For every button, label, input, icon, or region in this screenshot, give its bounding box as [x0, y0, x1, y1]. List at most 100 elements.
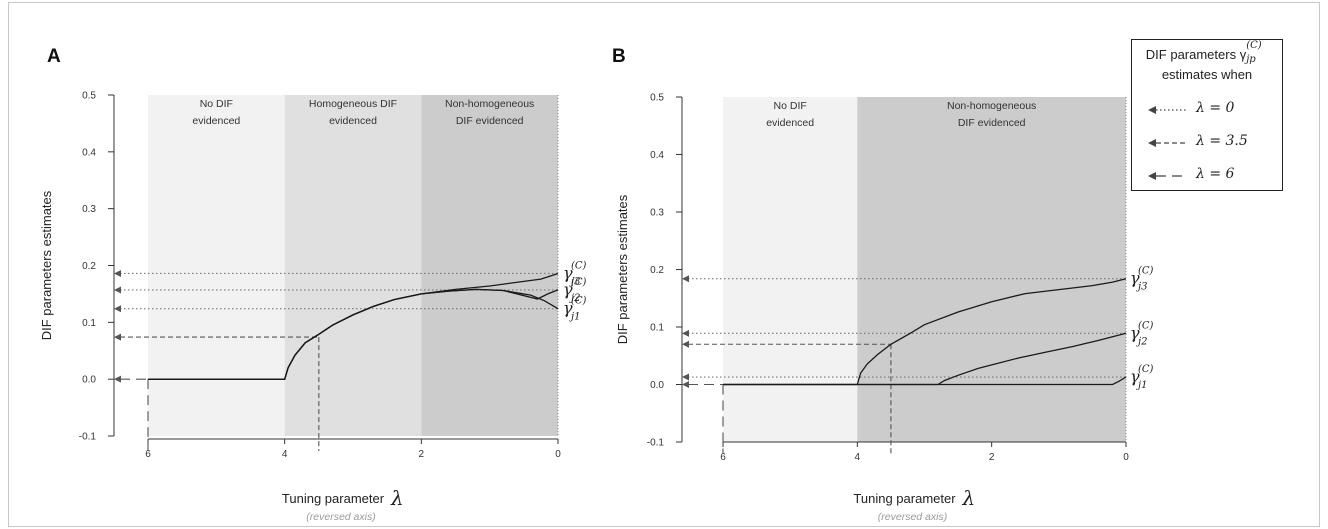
- y-tick-label: -0.1: [647, 438, 665, 449]
- series-label-sub: j2: [1136, 336, 1147, 347]
- guide-arrowhead: [682, 381, 689, 388]
- guide-arrowhead: [114, 333, 121, 341]
- region-label: No DIF: [774, 100, 807, 112]
- y-tick-label: 0.4: [650, 150, 664, 161]
- series-line-j2: [723, 332, 1127, 386]
- x-tick-label: 2: [989, 452, 995, 463]
- guide-arrowhead: [114, 286, 121, 294]
- series-label-symbol: γ: [563, 263, 573, 282]
- series-label-sub: j3: [1136, 282, 1147, 293]
- legend-line-dashed: [1148, 139, 1188, 147]
- legend-arrowhead: [1148, 106, 1156, 114]
- series-label-j1: γj1 (C): [563, 296, 587, 323]
- legend-title-sup: (C): [1246, 40, 1262, 51]
- y-axis-label: DIF parameters estimates: [39, 190, 54, 340]
- series-label-j1: γj1 (C): [1130, 364, 1154, 391]
- region-1: [284, 95, 422, 436]
- series-label-symbol: γ: [1130, 367, 1140, 386]
- series-label-sup: (C): [1138, 320, 1154, 331]
- x-tick-label: 4: [855, 452, 861, 463]
- legend-item-label: λ = 6: [1196, 166, 1235, 182]
- region-1: [857, 97, 1126, 442]
- series-label-symbol: γ: [563, 280, 573, 299]
- guide-arrowhead: [114, 375, 121, 383]
- series-label-sup: (C): [571, 277, 587, 288]
- y-tick-label: 0.5: [82, 91, 96, 102]
- x-axis-note: (reversed axis): [306, 511, 375, 523]
- region-2: [421, 95, 558, 436]
- x-axis-lambda: λ: [962, 486, 976, 510]
- region-label: evidenced: [766, 117, 814, 129]
- series-label-sub: j1: [1136, 380, 1147, 391]
- x-axis-lambda: λ: [390, 486, 404, 510]
- series-label-symbol: γ: [1130, 323, 1140, 342]
- legend-item-label: λ = 3.5: [1196, 133, 1248, 149]
- guide-arrowhead: [114, 305, 121, 313]
- x-tick-label: 6: [720, 452, 726, 463]
- series-line-j1: [723, 376, 1127, 386]
- legend-arrowhead: [1148, 172, 1156, 180]
- region-label: No DIF: [200, 98, 233, 110]
- legend-item-label: λ = 0: [1196, 100, 1235, 116]
- legend-line-dotted: [1148, 106, 1188, 114]
- guide-arrowhead: [682, 373, 689, 381]
- y-tick-label: -0.1: [79, 432, 97, 443]
- series-label-j2: γj2(C): [563, 277, 587, 304]
- x-tick-label: 0: [1123, 452, 1129, 463]
- series-label-symbol: γ: [1130, 269, 1140, 288]
- y-tick-label: 0.5: [650, 93, 664, 104]
- y-tick-label: 0.0: [650, 380, 664, 391]
- y-tick-label: 0.1: [650, 323, 664, 334]
- region-label: DIF evidenced: [456, 115, 524, 127]
- y-tick-label: 0.3: [650, 208, 664, 219]
- legend-title: DIF parameters γ (C) jp: [1132, 40, 1282, 65]
- series-label-sub: j3: [569, 276, 580, 287]
- series-label-sub: j1: [569, 312, 580, 323]
- x-tick-label: 2: [419, 449, 425, 460]
- region-0: [723, 97, 858, 442]
- figure-frame: [8, 2, 1320, 527]
- series-label-j3: γj3(C): [563, 260, 587, 287]
- series-line-j1: [148, 288, 559, 380]
- region-label: Non-homogeneous: [947, 100, 1036, 112]
- series-line-j3: [723, 278, 1127, 386]
- y-tick-label: 0.0: [82, 375, 96, 386]
- region-label: evidenced: [192, 115, 240, 127]
- region-label: Non-homogeneous: [445, 98, 534, 110]
- series-label-sup: (C): [1138, 364, 1154, 375]
- series-label-sup: (C): [571, 296, 587, 307]
- region-label: DIF evidenced: [958, 117, 1026, 129]
- chart-panel-a: No DIF evidenced Homogeneous DIF evidenced N…: [39, 46, 587, 523]
- series-label-j2: γj2 (C): [1130, 320, 1154, 347]
- y-axis-label: DIF parameters estimates: [615, 194, 630, 344]
- series-label-sup: (C): [571, 260, 587, 271]
- x-axis-label: Tuning parameter: [282, 491, 385, 506]
- legend: DIF parameters γ (C) jp estimates when λ…: [1131, 39, 1283, 191]
- region-0: [148, 95, 285, 436]
- series-label-symbol: γ: [563, 299, 573, 318]
- guide-arrowhead: [682, 340, 689, 348]
- legend-line-longdash: [1148, 172, 1188, 180]
- series-label-sub: j2: [569, 293, 580, 304]
- legend-arrowhead: [1148, 139, 1156, 147]
- x-tick-label: 6: [145, 449, 151, 460]
- x-axis-note: (reversed axis): [878, 511, 947, 523]
- legend-subtitle: estimates when: [1161, 67, 1253, 82]
- legend-title-sub: jp: [1246, 54, 1256, 65]
- panel-letter: A: [47, 46, 61, 67]
- region-label: evidenced: [329, 115, 377, 127]
- guide-arrowhead: [114, 269, 121, 277]
- y-tick-label: 0.4: [82, 147, 96, 158]
- y-tick-label: 0.2: [82, 261, 96, 272]
- series-label-j3: γj3 (C): [1130, 266, 1154, 293]
- y-tick-label: 0.1: [82, 318, 96, 329]
- y-tick-label: 0.3: [82, 204, 96, 215]
- legend-title-text: DIF parameters γ: [1145, 47, 1247, 62]
- x-tick-label: 0: [555, 449, 561, 460]
- guide-arrowhead: [682, 329, 689, 337]
- x-axis-label: Tuning parameter: [853, 491, 956, 506]
- panel-letter: B: [612, 46, 626, 67]
- chart-panel-b: No DIF evidenced Non-homogeneous DIF eviden…: [612, 46, 1154, 523]
- series-label-sup: (C): [1138, 266, 1154, 277]
